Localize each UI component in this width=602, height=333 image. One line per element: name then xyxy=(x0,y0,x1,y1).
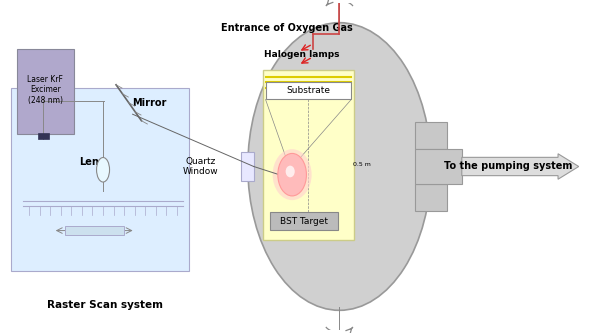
Text: Entrance of Oxygen Gas: Entrance of Oxygen Gas xyxy=(221,23,353,33)
Text: Mirror: Mirror xyxy=(132,98,167,108)
Ellipse shape xyxy=(96,158,110,182)
Text: Halogen lamps: Halogen lamps xyxy=(264,50,340,59)
Text: BST Target: BST Target xyxy=(280,216,328,225)
Ellipse shape xyxy=(273,149,312,200)
Text: Quartz
Window: Quartz Window xyxy=(183,157,219,176)
Text: Substrate: Substrate xyxy=(287,86,330,95)
FancyBboxPatch shape xyxy=(415,184,447,211)
FancyBboxPatch shape xyxy=(64,226,124,235)
Ellipse shape xyxy=(285,166,295,177)
Text: Laser KrF
Excimer
(248 nm): Laser KrF Excimer (248 nm) xyxy=(27,75,63,105)
Text: Raster Scan system: Raster Scan system xyxy=(47,300,163,310)
Text: 0.5 m: 0.5 m xyxy=(353,163,371,167)
FancyBboxPatch shape xyxy=(415,149,462,184)
Polygon shape xyxy=(462,154,579,179)
FancyBboxPatch shape xyxy=(415,122,447,149)
FancyBboxPatch shape xyxy=(17,49,73,134)
Ellipse shape xyxy=(248,23,431,310)
Text: Lens: Lens xyxy=(79,157,105,166)
FancyBboxPatch shape xyxy=(38,133,49,139)
FancyBboxPatch shape xyxy=(262,70,354,240)
FancyBboxPatch shape xyxy=(241,152,253,181)
FancyBboxPatch shape xyxy=(11,88,189,271)
Text: To the pumping system: To the pumping system xyxy=(444,162,572,171)
Ellipse shape xyxy=(278,154,306,196)
FancyBboxPatch shape xyxy=(270,212,338,230)
FancyBboxPatch shape xyxy=(265,82,351,100)
